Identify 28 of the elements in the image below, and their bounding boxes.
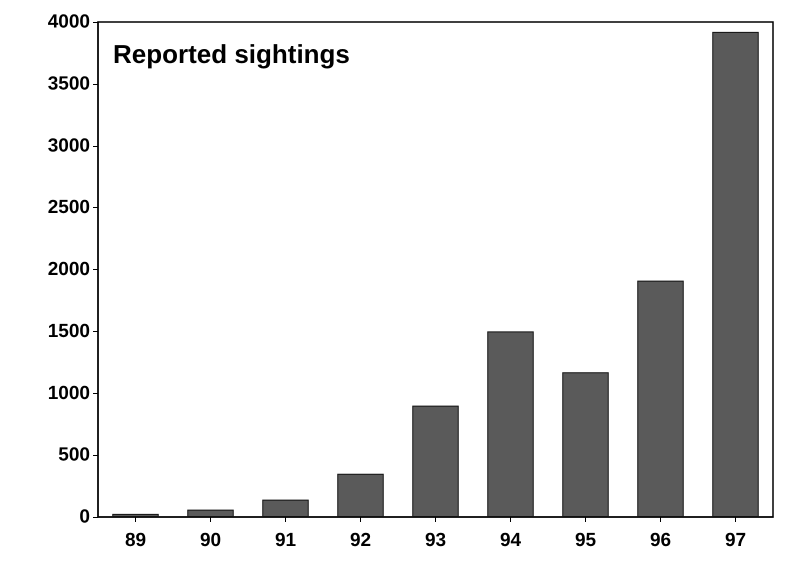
text: Reported sightings	[113, 39, 350, 69]
y-tick-label: 4000	[48, 12, 90, 32]
x-tick-label: 89	[124, 530, 146, 551]
x-tick-label: 93	[424, 530, 446, 551]
x-tick-label: 96	[650, 530, 672, 551]
y-tick-label: 500	[58, 444, 90, 466]
y-tick-label: 1000	[48, 382, 90, 404]
y-tick-label: 2000	[48, 259, 90, 280]
x-tick-label: 91	[274, 530, 296, 551]
bar	[337, 474, 384, 517]
x-tick-label: 95	[574, 530, 596, 551]
y-tick-label: 0	[79, 506, 90, 528]
bar	[187, 510, 234, 517]
bar	[562, 372, 609, 517]
bar	[262, 500, 309, 517]
x-tick-label: 90	[200, 530, 222, 551]
bar	[487, 331, 534, 517]
y-tick-label: 2500	[48, 197, 90, 218]
x-tick-label: 97	[724, 530, 746, 551]
y-tick-label: 3000	[48, 135, 90, 156]
y-tick-label: 3500	[48, 73, 90, 94]
bar	[637, 280, 684, 517]
bar	[112, 514, 159, 517]
bar	[412, 406, 459, 517]
y-tick-label: 1500	[48, 320, 90, 342]
x-tick-label: 94	[500, 530, 522, 551]
x-tick-label: 92	[350, 530, 372, 551]
bar	[712, 32, 759, 517]
